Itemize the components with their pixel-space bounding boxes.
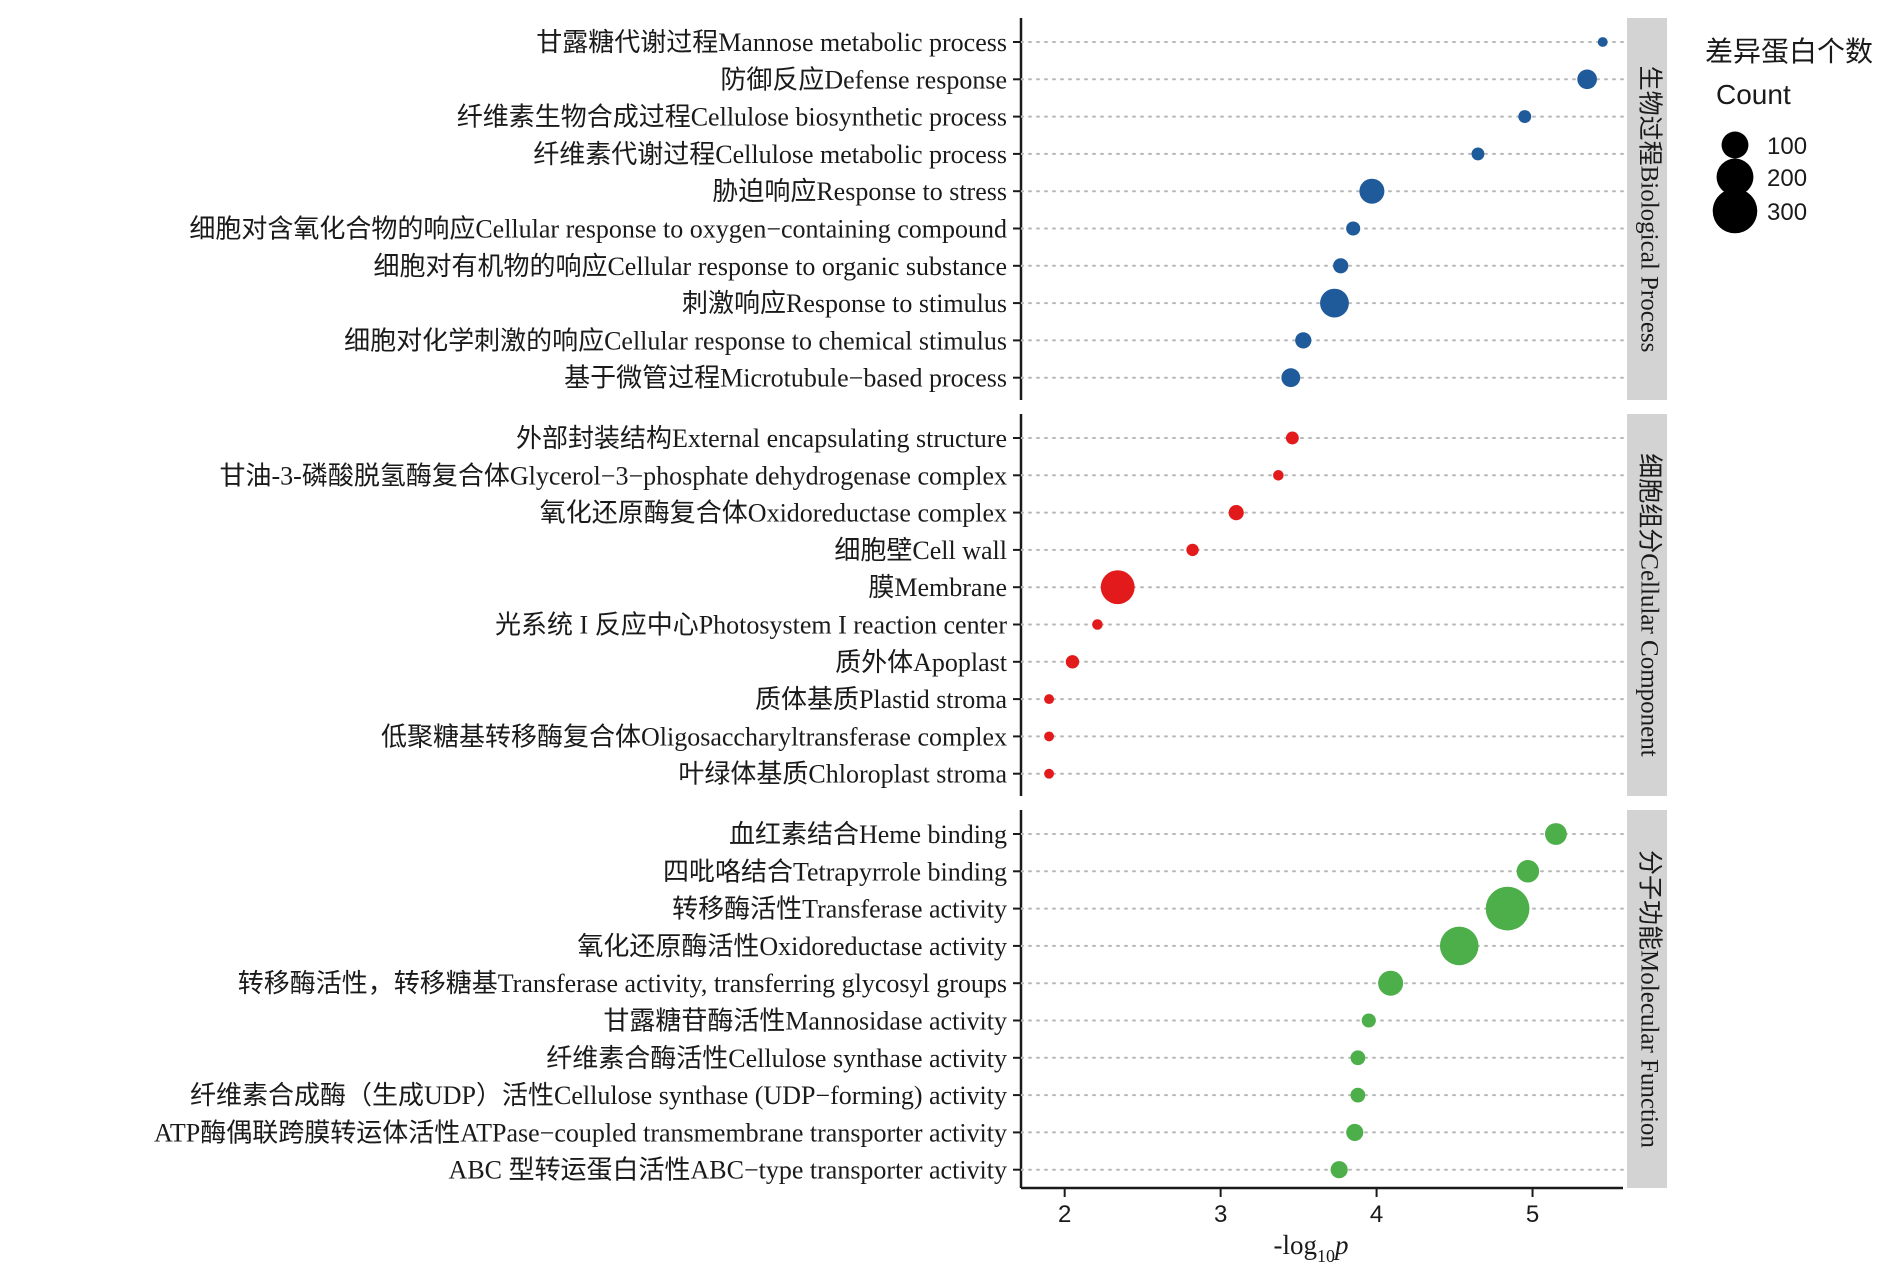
data-point xyxy=(1186,543,1199,557)
data-point xyxy=(1350,1050,1366,1066)
data-point xyxy=(1281,368,1301,388)
data-point xyxy=(1065,655,1080,669)
panel-3: 血红素结合Heme binding 四吡咯结合Tetrapyrrole bindi… xyxy=(154,810,1667,1188)
data-point xyxy=(1295,332,1312,349)
facet-strip xyxy=(1627,18,1667,400)
x-axis: 2 3 4 5 xyxy=(1021,1186,1623,1228)
category-label: ABC 型转运蛋白活性ABC−type transporter activity xyxy=(449,1156,1007,1185)
data-point xyxy=(1597,37,1608,47)
data-point xyxy=(1518,110,1532,124)
data-point xyxy=(1273,470,1284,481)
category-label: 血红素结合Heme binding xyxy=(729,820,1007,849)
data-point xyxy=(1092,619,1103,630)
category-label: 纤维素代谢过程Cellulose metabolic process xyxy=(533,140,1007,169)
data-point xyxy=(1320,288,1349,318)
facet-strip xyxy=(1627,414,1667,796)
facet-strip xyxy=(1627,810,1667,1188)
category-label: 细胞对化学刺激的响应Cellular response to chemical … xyxy=(344,326,1007,355)
data-point xyxy=(1361,1013,1376,1028)
data-point xyxy=(1516,860,1540,883)
category-label: 细胞对有机物的响应Cellular response to organic su… xyxy=(373,252,1007,281)
category-label: 低聚糖基转移酶复合体Oligosaccharyltransferase comp… xyxy=(381,722,1007,751)
data-point xyxy=(1044,731,1055,742)
data-point xyxy=(1485,886,1530,931)
category-label: 外部封装结构External encapsulating structure xyxy=(516,424,1007,453)
legend-size-label: 300 xyxy=(1767,199,1807,226)
data-point xyxy=(1044,694,1055,705)
category-label: 质体基质Plastid stroma xyxy=(755,685,1008,714)
data-point xyxy=(1285,431,1299,445)
legend-size-key xyxy=(1716,158,1754,196)
data-point xyxy=(1545,823,1567,845)
data-point xyxy=(1228,505,1244,521)
panel-2: 外部封装结构External encapsulating structure 甘油… xyxy=(220,414,1667,796)
category-label: 光系统 I 反应中心Photosystem I reaction center xyxy=(495,611,1007,640)
category-label: 甘露糖代谢过程Mannose metabolic process xyxy=(536,28,1007,57)
data-point xyxy=(1100,570,1135,605)
category-label: 细胞对含氧化合物的响应Cellular response to oxygen−c… xyxy=(189,215,1007,244)
panel-1: 甘露糖代谢过程Mannose metabolic process 防御反应Defe… xyxy=(189,18,1667,400)
category-label: 膜Membrane xyxy=(868,573,1007,602)
data-point xyxy=(1333,258,1349,274)
data-point xyxy=(1577,69,1597,90)
data-point xyxy=(1346,221,1361,236)
category-label: 转移酶活性，转移糖基Transferase activity, transfer… xyxy=(238,969,1007,998)
legend-size-label: 200 xyxy=(1767,165,1807,192)
facet-strip-label: 分子功能Molecular Function xyxy=(1635,850,1663,1148)
x-tick-label: 4 xyxy=(1370,1201,1383,1228)
category-label: 刺激响应Response to stimulus xyxy=(682,289,1007,318)
category-label: 叶绿体基质Chloroplast stroma xyxy=(678,760,1007,789)
category-label: 四吡咯结合Tetrapyrrole binding xyxy=(663,857,1007,886)
data-point xyxy=(1439,926,1479,966)
data-point xyxy=(1359,178,1385,204)
legend-size-key xyxy=(1721,131,1749,159)
x-axis-title-variable: p xyxy=(1333,1230,1349,1260)
data-point xyxy=(1471,147,1485,161)
x-tick-label: 5 xyxy=(1526,1201,1539,1228)
category-label: 基于微管过程Microtubule−based process xyxy=(564,364,1007,393)
category-label: 甘露糖苷酶活性Mannosidase activity xyxy=(603,1007,1007,1036)
legend-subtitle: Count xyxy=(1716,79,1791,110)
facet-strip-label: 细胞组分Cellular Component xyxy=(1635,453,1663,756)
category-label: 氧化还原酶复合体Oxidoreductase complex xyxy=(540,499,1007,528)
category-label: 防御反应Defense response xyxy=(720,65,1007,94)
x-axis-title-base: -log xyxy=(1274,1230,1318,1260)
legend-size-key xyxy=(1712,188,1758,234)
x-tick-label: 3 xyxy=(1214,1201,1227,1228)
category-label: 转移酶活性Transferase activity xyxy=(672,895,1007,924)
category-label: 氧化还原酶活性Oxidoreductase activity xyxy=(577,932,1007,961)
legend-title: 差异蛋白个数 xyxy=(1705,36,1873,67)
category-label: 纤维素合酶活性Cellulose synthase activity xyxy=(546,1044,1007,1073)
category-label: 质外体Apoplast xyxy=(835,648,1008,677)
category-label: 甘油-3-磷酸脱氢酶复合体Glycerol−3−phosphate dehydr… xyxy=(220,461,1008,490)
x-axis-title: -log10p xyxy=(1274,1230,1349,1266)
data-point xyxy=(1330,1161,1348,1179)
legend: 差异蛋白个数 Count 100 200 300 xyxy=(1705,36,1873,234)
category-label: 纤维素合成酶（生成UDP）活性Cellulose synthase (UDP−f… xyxy=(190,1081,1007,1110)
legend-size-label: 100 xyxy=(1767,133,1807,160)
category-label: 细胞壁Cell wall xyxy=(834,536,1007,565)
data-point xyxy=(1044,768,1055,779)
data-point xyxy=(1346,1123,1364,1141)
x-axis-title-subscript: 10 xyxy=(1317,1246,1335,1266)
facet-strip-label: 生物过程Biological Process xyxy=(1635,66,1663,353)
data-point xyxy=(1350,1087,1366,1103)
panels-layer: 甘露糖代谢过程Mannose metabolic process 防御反应Defe… xyxy=(154,18,1667,1188)
category-label: ATP酶偶联跨膜转运体活性ATPase−coupled transmembran… xyxy=(154,1118,1007,1147)
x-tick-label: 2 xyxy=(1058,1201,1071,1228)
category-label: 胁迫响应Response to stress xyxy=(712,177,1007,206)
data-point xyxy=(1378,970,1404,996)
category-label: 纤维素生物合成过程Cellulose biosynthetic process xyxy=(457,103,1007,132)
